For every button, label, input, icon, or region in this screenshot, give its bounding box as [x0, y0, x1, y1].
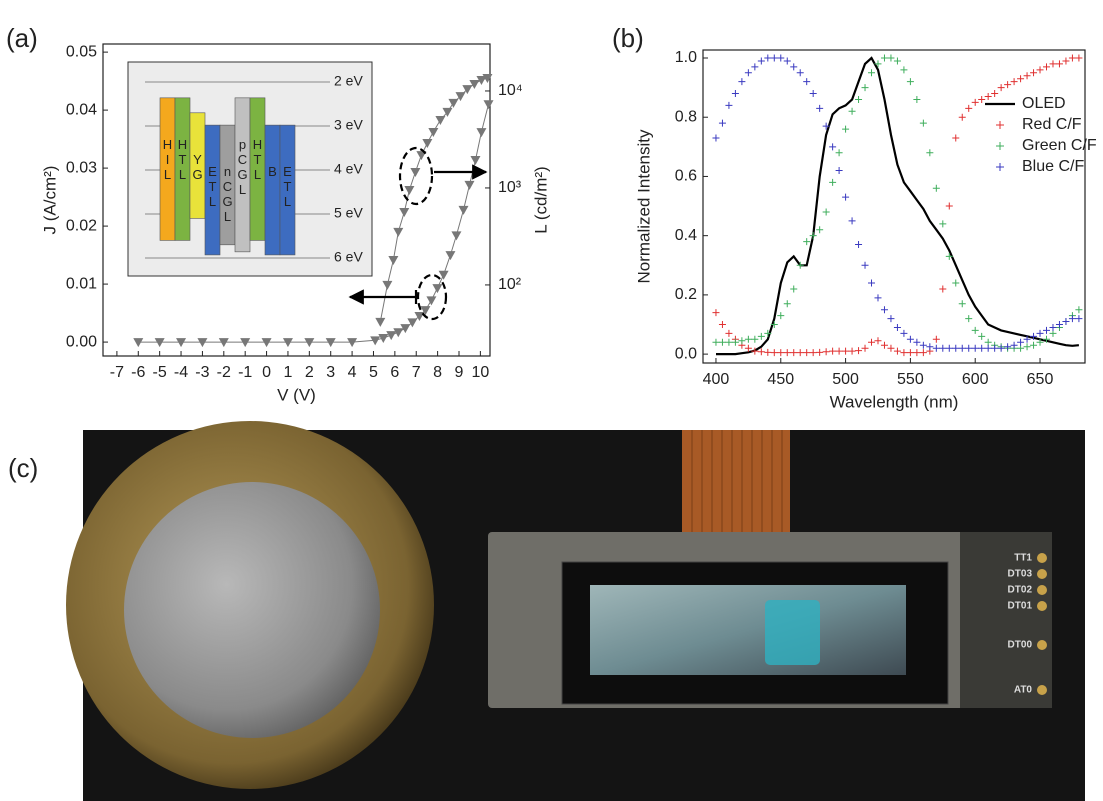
- pad-label: DT00: [1008, 640, 1033, 651]
- y-tick-label: 0.05: [66, 43, 97, 60]
- pad-label: DT02: [1008, 585, 1033, 596]
- x-tick-label: 6: [390, 364, 399, 381]
- screen-phone: [765, 600, 820, 665]
- inset: 2 eV3 eV4 eV5 eV6 eVHILHTLYGETLnCGLpCGLH…: [128, 62, 372, 276]
- y2-tick-label: 10⁴: [498, 82, 523, 99]
- pad-label: AT0: [1014, 685, 1033, 696]
- x-tick-label: 3: [326, 364, 335, 381]
- x-tick-label: -6: [131, 364, 145, 381]
- y2-tick-label: 10³: [498, 179, 522, 196]
- energy-label: 5 eV: [334, 205, 363, 221]
- pad-label: DT03: [1008, 569, 1033, 580]
- panel-label: (b): [612, 23, 644, 53]
- y-tick-label: 0.0: [675, 345, 697, 362]
- y-axis-label: Normalized Intensity: [634, 129, 653, 284]
- x-tick-label: -1: [238, 364, 252, 381]
- y-tick-label: 0.01: [66, 275, 97, 292]
- coin-center: [124, 482, 380, 738]
- x-tick-label: 650: [1027, 371, 1054, 388]
- x-tick-label: 5: [369, 364, 378, 381]
- energy-label: 6 eV: [334, 249, 363, 265]
- x-tick-label: -7: [110, 364, 124, 381]
- x-tick-label: 7: [412, 364, 421, 381]
- energy-label: 4 eV: [334, 161, 363, 177]
- page: {"chart_data": [ {"type": "line", "panel…: [0, 0, 1103, 801]
- pad-label: TT1: [1014, 553, 1032, 564]
- x-tick-label: -2: [217, 364, 231, 381]
- x-tick-label: -5: [153, 364, 167, 381]
- legend-label: Blue C/F: [1022, 158, 1084, 175]
- photo: TT1 DT03 DT02 DT01 DT00 AT0: [66, 421, 1085, 801]
- legend-label: Red C/F: [1022, 116, 1082, 133]
- y-axis-label: J (A/cm²): [40, 166, 59, 235]
- x-tick-label: -4: [174, 364, 188, 381]
- x-axis-label: V (V): [277, 385, 316, 404]
- energy-label: 3 eV: [334, 117, 363, 133]
- layer-label: HTL: [178, 137, 187, 182]
- y-tick-label: 0.03: [66, 159, 97, 176]
- x-tick-label: 9: [455, 364, 464, 381]
- y-tick-label: 1.0: [675, 49, 697, 66]
- x-tick-label: 4: [348, 364, 357, 381]
- display-screen: [590, 585, 906, 675]
- x-tick-label: 8: [433, 364, 442, 381]
- legend-label: OLED: [1022, 95, 1066, 112]
- x-tick-label: -3: [195, 364, 209, 381]
- layer-label: B: [268, 165, 277, 180]
- y2-tick-label: 10²: [498, 276, 522, 293]
- x-tick-label: 400: [703, 371, 730, 388]
- layer-label: ETL: [208, 165, 217, 210]
- layer-label: pCGL: [237, 137, 247, 197]
- x-tick-label: 0: [262, 364, 271, 381]
- layer-label: HTL: [253, 137, 262, 182]
- y-tick-label: 0.2: [675, 286, 697, 303]
- x-tick-label: 600: [962, 371, 989, 388]
- layer-label: nCGL: [222, 165, 232, 225]
- panel-label: (c): [8, 453, 38, 483]
- y-tick-label: 0.8: [675, 108, 697, 125]
- y2-axis-label: L (cd/m²): [531, 166, 550, 233]
- y-tick-label: 0.6: [675, 168, 697, 185]
- energy-label: 2 eV: [334, 73, 363, 89]
- x-tick-label: 2: [305, 364, 314, 381]
- layer: [265, 125, 280, 255]
- ribbon-cable: [682, 430, 790, 542]
- panel-label: (a): [6, 23, 38, 53]
- x-tick-label: 550: [897, 371, 924, 388]
- layer-label: ETL: [283, 165, 292, 210]
- y-tick-label: 0.00: [66, 333, 97, 350]
- y-tick-label: 0.02: [66, 217, 97, 234]
- y-tick-label: 0.4: [675, 227, 697, 244]
- x-axis-label: Wavelength (nm): [830, 392, 959, 411]
- pad-label: DT01: [1008, 601, 1033, 612]
- x-tick-label: 500: [832, 371, 859, 388]
- figure: TT1 DT03 DT02 DT01 DT00 AT0 (a) (b) (c) …: [0, 0, 1103, 801]
- legend-label: Green C/F: [1022, 137, 1097, 154]
- layer-label: YG: [192, 152, 202, 182]
- x-tick-label: 450: [767, 371, 794, 388]
- x-tick-label: 1: [283, 364, 292, 381]
- x-tick-label: 10: [471, 364, 489, 381]
- y-tick-label: 0.04: [66, 101, 97, 118]
